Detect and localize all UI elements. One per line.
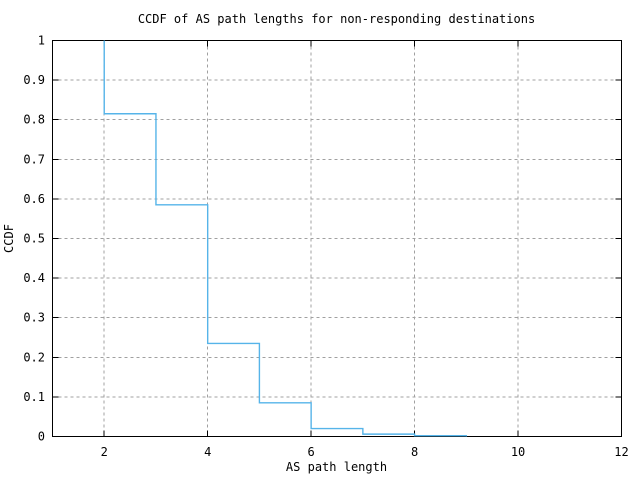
y-tick-label: 0.9 xyxy=(23,73,45,87)
gridlines xyxy=(52,40,622,437)
y-tick-label: 0.8 xyxy=(23,113,45,127)
y-tick-label: 0.6 xyxy=(23,192,45,206)
ccdf-step-line xyxy=(103,40,468,437)
x-tick-label: 12 xyxy=(614,445,628,459)
x-axis-label: AS path length xyxy=(286,460,387,474)
chart-title: CCDF of AS path lengths for non-respondi… xyxy=(138,12,535,26)
y-tick-label: 0.2 xyxy=(23,350,45,364)
x-tick-labels: 2 4 6 8 10 12 xyxy=(101,445,629,459)
y-tick-labels: 0 0.1 0.2 0.3 0.4 0.5 0.6 0.7 0.8 0.9 1 xyxy=(23,34,45,444)
y-axis-label: CCDF xyxy=(2,224,16,253)
y-tick-label: 0.1 xyxy=(23,390,45,404)
y-tick-label: 0.4 xyxy=(23,271,45,285)
y-tick-label: 0.3 xyxy=(23,311,45,325)
x-tick-label: 4 xyxy=(204,445,211,459)
x-tick-label: 10 xyxy=(511,445,525,459)
x-tick-label: 2 xyxy=(101,445,108,459)
y-tick-label: 0.7 xyxy=(23,152,45,166)
y-tick-label: 1 xyxy=(38,34,45,48)
plot-border xyxy=(52,40,622,437)
x-tick-label: 8 xyxy=(411,445,418,459)
y-tick-label: 0.5 xyxy=(23,232,45,246)
y-tick-label: 0 xyxy=(38,430,45,444)
x-tick-label: 6 xyxy=(308,445,315,459)
